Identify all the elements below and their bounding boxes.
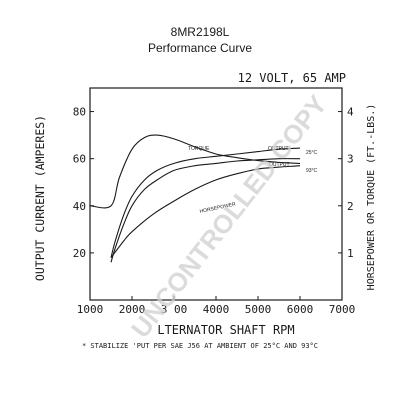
series-line-output-93 bbox=[110, 158, 301, 263]
y-right-tick-label: 1 bbox=[347, 247, 354, 260]
model-title: 8MR2198L bbox=[171, 25, 230, 39]
y-right-axis-label: HORSEPOWER OR TORQUE (FT.-LBS.) bbox=[366, 104, 377, 291]
rating-label: 12 VOLT, 65 AMP bbox=[238, 71, 346, 85]
series-layer bbox=[89, 134, 301, 263]
x-tick-label: 6000 bbox=[287, 303, 314, 316]
y-right-axis-ticks: 1 2 3 4 bbox=[338, 106, 354, 260]
y-right-tick-label: 4 bbox=[347, 106, 354, 119]
series-line-horsepower bbox=[110, 165, 301, 258]
series-label-output-25: OUTPUT bbox=[268, 146, 289, 152]
y-left-axis-ticks: 20 40 60 80 bbox=[73, 106, 94, 260]
y-left-tick-label: 60 bbox=[73, 153, 86, 166]
series-label-temp-25: 25°C bbox=[306, 150, 318, 156]
series-label-torque: TORQUE bbox=[188, 146, 210, 152]
chart-title: Performance Curve bbox=[148, 41, 252, 55]
x-axis-ticks: 1000 2000 3 00 4000 5000 6000 7000 bbox=[77, 296, 356, 316]
y-left-tick-label: 80 bbox=[73, 106, 86, 119]
y-right-tick-label: 2 bbox=[347, 200, 354, 213]
footnote: * STABILIZE 'PUT PER SAE J56 AT AMBIENT … bbox=[82, 342, 318, 350]
x-tick-label: 2000 bbox=[119, 303, 146, 316]
series-label-temp-93: 93°C bbox=[306, 168, 318, 174]
x-tick-label: 7000 bbox=[329, 303, 356, 316]
x-tick-label: 4000 bbox=[203, 303, 230, 316]
series-line-torque bbox=[89, 134, 301, 209]
y-left-axis-label: OUTPUT CURRENT (AMPERES) bbox=[33, 115, 47, 281]
series-label-output-93: OUTPUT bbox=[269, 162, 290, 168]
series-line-output-25 bbox=[110, 147, 301, 258]
x-tick-label: 1000 bbox=[77, 303, 104, 316]
y-left-tick-label: 40 bbox=[73, 200, 86, 213]
y-right-tick-label: 3 bbox=[347, 153, 354, 166]
y-left-tick-label: 20 bbox=[73, 247, 86, 260]
x-axis-label: LTERNATOR SHAFT RPM bbox=[157, 323, 294, 337]
x-tick-label: 3 00 bbox=[161, 303, 188, 316]
x-tick-label: 5000 bbox=[245, 303, 272, 316]
